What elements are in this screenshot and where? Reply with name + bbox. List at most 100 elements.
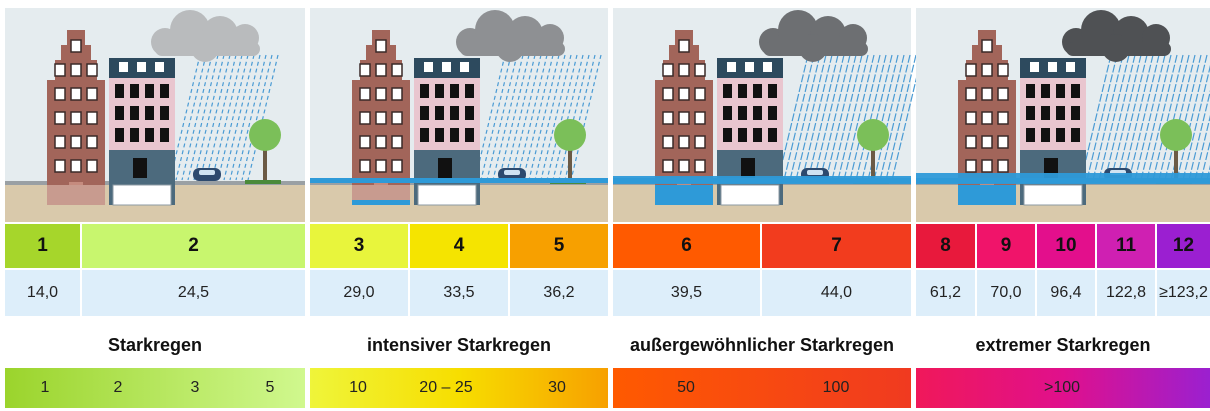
window: [663, 88, 673, 100]
window: [1041, 128, 1050, 142]
window: [376, 88, 386, 100]
window: [1030, 62, 1039, 72]
window: [137, 62, 146, 72]
window: [753, 106, 762, 120]
window: [155, 62, 164, 72]
window: [55, 88, 65, 100]
window: [435, 128, 444, 142]
window: [87, 88, 97, 100]
window: [442, 62, 451, 72]
cellar: [418, 185, 476, 205]
window: [966, 136, 976, 148]
window: [1056, 106, 1065, 120]
window: [966, 112, 976, 124]
illustration: [0, 0, 1210, 222]
cloud: [1066, 42, 1171, 56]
window: [392, 112, 402, 124]
scale-label: 3: [155, 368, 235, 408]
window: [727, 62, 736, 72]
window: [982, 160, 992, 172]
window: [55, 64, 65, 76]
water: [655, 185, 713, 205]
window: [723, 128, 732, 142]
window: [679, 40, 689, 52]
window: [360, 160, 370, 172]
window: [55, 112, 65, 124]
level-value: ≥123,2: [1157, 270, 1210, 316]
scale-label: 50: [646, 368, 726, 408]
level-value: 24,5: [82, 270, 305, 316]
window: [738, 106, 747, 120]
window: [360, 88, 370, 100]
window: [1026, 84, 1035, 98]
window: [130, 128, 139, 142]
window: [982, 136, 992, 148]
level-number: 3: [310, 224, 408, 268]
window: [392, 136, 402, 148]
cloud: [155, 42, 260, 56]
door: [741, 158, 755, 178]
window: [115, 106, 124, 120]
level-value: 29,0: [310, 270, 408, 316]
window: [392, 88, 402, 100]
grass: [245, 180, 281, 184]
window: [71, 136, 81, 148]
scale-label: 10: [318, 368, 398, 408]
window: [1071, 106, 1080, 120]
water: [916, 173, 1210, 184]
window: [966, 160, 976, 172]
window: [966, 88, 976, 100]
level-value: 61,2: [916, 270, 975, 316]
window: [130, 84, 139, 98]
car-window: [504, 170, 520, 175]
scale-label: 100: [796, 368, 876, 408]
window: [160, 106, 169, 120]
window: [679, 88, 689, 100]
tree: [1160, 119, 1192, 151]
window: [465, 128, 474, 142]
category-label: Starkregen: [5, 330, 305, 360]
window: [115, 128, 124, 142]
window: [998, 160, 1008, 172]
window: [982, 88, 992, 100]
window: [966, 64, 976, 76]
window: [71, 88, 81, 100]
level-value: 33,5: [410, 270, 508, 316]
category-label: außergewöhnlicher Starkregen: [613, 330, 911, 360]
level-value: 14,0: [5, 270, 80, 316]
window: [87, 112, 97, 124]
window: [360, 112, 370, 124]
category-label: intensiver Starkregen: [310, 330, 608, 360]
window: [71, 40, 81, 52]
window: [695, 88, 705, 100]
window: [460, 62, 469, 72]
level-number: 7: [762, 224, 911, 268]
window: [130, 106, 139, 120]
window: [376, 160, 386, 172]
window: [663, 112, 673, 124]
window: [738, 128, 747, 142]
window: [1056, 84, 1065, 98]
window: [435, 106, 444, 120]
window: [376, 64, 386, 76]
window: [360, 136, 370, 148]
level-number: 12: [1157, 224, 1210, 268]
window: [465, 84, 474, 98]
window: [768, 128, 777, 142]
water: [352, 200, 410, 205]
cloud: [460, 42, 565, 56]
window: [695, 112, 705, 124]
window: [376, 112, 386, 124]
window: [392, 160, 402, 172]
window: [55, 160, 65, 172]
level-number: 2: [82, 224, 305, 268]
category-label: extremer Starkregen: [916, 330, 1210, 360]
window: [424, 62, 433, 72]
window: [1026, 106, 1035, 120]
level-number: 6: [613, 224, 760, 268]
window: [695, 160, 705, 172]
window: [998, 88, 1008, 100]
window: [753, 84, 762, 98]
scale-label: 30: [517, 368, 597, 408]
water: [310, 178, 608, 183]
